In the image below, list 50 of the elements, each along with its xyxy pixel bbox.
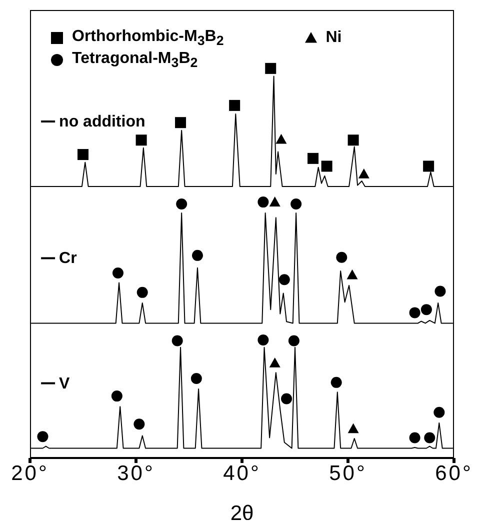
point	[258, 196, 269, 208]
x-tick-label: 50°	[329, 462, 367, 485]
point	[321, 160, 332, 172]
legend-label: Orthorhombic-M$_{3}$B$_{2}$	[72, 28, 224, 48]
legend-label: V	[59, 375, 70, 392]
point	[37, 431, 48, 442]
point	[308, 152, 319, 164]
x-tick-label: 60°	[435, 462, 473, 485]
legend-label: Cr	[59, 250, 77, 268]
point	[336, 252, 348, 263]
point	[190, 373, 202, 384]
x-tick-label: 30°	[117, 462, 155, 485]
point	[78, 149, 88, 160]
point	[346, 269, 358, 280]
point	[424, 432, 436, 444]
point	[229, 100, 240, 111]
point	[276, 134, 287, 144]
point	[434, 286, 446, 297]
point	[134, 418, 145, 430]
x-tick-label: 20°	[11, 462, 49, 485]
point	[288, 335, 300, 346]
point	[136, 286, 148, 298]
point	[348, 423, 359, 434]
point	[265, 62, 276, 74]
point	[136, 134, 147, 146]
point	[409, 432, 420, 444]
point	[172, 335, 183, 346]
legend-label: no addition	[59, 113, 146, 130]
point	[278, 274, 290, 286]
point	[112, 267, 124, 278]
point	[269, 357, 280, 368]
point	[111, 390, 122, 402]
point	[290, 198, 302, 210]
x-axis-title: 2θ	[230, 502, 254, 525]
point	[269, 196, 280, 206]
legend-label: Ni	[326, 29, 342, 48]
point	[348, 134, 359, 146]
point	[423, 160, 434, 172]
point	[358, 168, 370, 178]
point	[434, 406, 445, 418]
point	[281, 393, 292, 404]
point	[192, 250, 203, 261]
legend-label: Tetragonal-M$_{3}$B$_{2}$	[72, 50, 198, 70]
point	[175, 117, 186, 128]
point	[330, 376, 342, 388]
point	[420, 304, 432, 316]
x-tick-label: 40°	[223, 462, 261, 485]
point	[258, 334, 269, 346]
point	[409, 307, 420, 318]
point	[176, 198, 188, 210]
